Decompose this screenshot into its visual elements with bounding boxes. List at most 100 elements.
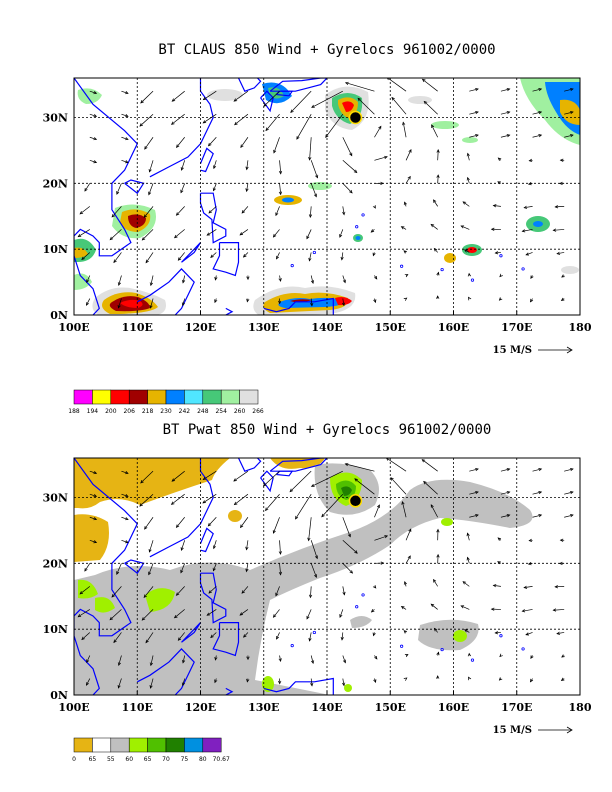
wind-arrow xyxy=(149,160,154,173)
wind-arrow xyxy=(556,632,565,634)
scale-label: 15 M/S xyxy=(493,345,532,356)
wind-arrow-head xyxy=(93,137,98,141)
wind-arrow-head xyxy=(145,259,149,264)
island xyxy=(400,264,404,268)
coastline xyxy=(212,242,240,277)
wind-arrow-head xyxy=(143,594,147,599)
wind-arrow-head xyxy=(462,201,467,205)
wind-arrow xyxy=(405,149,412,161)
wind-arrow xyxy=(139,113,154,127)
y-tick-label: 0N xyxy=(50,309,68,322)
coastline xyxy=(149,78,214,178)
wind-arrow-head xyxy=(180,569,184,574)
wind-arrow-head xyxy=(109,616,114,621)
wind-arrow xyxy=(464,249,470,253)
wind-arrow-head xyxy=(311,660,315,664)
wind-arrow-head xyxy=(272,530,276,534)
wind-arrow-head xyxy=(93,517,98,521)
wind-arrow xyxy=(342,678,345,686)
wind-arrow-head xyxy=(403,297,408,301)
wind-arrow xyxy=(241,206,249,214)
wind-arrow-head xyxy=(246,298,250,303)
colorbar-swatch xyxy=(110,389,130,405)
wind-arrow xyxy=(246,540,249,550)
wind-arrow-head xyxy=(116,191,120,195)
wind-arrow-head xyxy=(113,639,117,644)
wind-arrow-head xyxy=(391,96,395,101)
wind-arrow xyxy=(181,540,186,551)
wind-arrow-head xyxy=(340,636,344,641)
wind-arrow-head xyxy=(210,254,214,259)
colorbar-label: 248 xyxy=(197,408,209,415)
wind-arrow-head xyxy=(206,612,211,616)
wind-arrow xyxy=(78,229,90,238)
wind-arrow-head xyxy=(207,142,212,147)
colorbar-label: 55 xyxy=(107,756,115,763)
colorbar-label: 242 xyxy=(179,408,191,415)
wind-arrow-head xyxy=(214,299,218,304)
wind-arrow xyxy=(273,229,280,238)
wind-arrow-head xyxy=(233,478,237,482)
x-tick-label: 120E xyxy=(185,321,216,334)
island xyxy=(440,267,444,272)
wind-arrow-head xyxy=(433,199,437,203)
wind-arrow xyxy=(240,517,249,528)
wind-arrow-head xyxy=(289,488,294,493)
storm-center-marker xyxy=(348,110,363,125)
wind-arrow xyxy=(263,470,280,487)
wind-arrow-head xyxy=(342,211,346,216)
x-tick-label: 110E xyxy=(122,701,153,714)
wind-arrow xyxy=(208,586,217,594)
wind-arrow-head xyxy=(140,479,144,484)
wind-arrow xyxy=(241,586,249,594)
colorbar-label: 70.67 xyxy=(213,756,230,763)
wind-arrow-head xyxy=(340,256,344,261)
wind-arrow-head xyxy=(433,578,437,583)
wind-arrow xyxy=(213,540,217,549)
wind-arrow-head xyxy=(342,279,346,284)
x-tick-label: 100E xyxy=(58,701,89,714)
wind-arrow xyxy=(206,229,217,236)
wind-arrow xyxy=(553,229,565,231)
wind-arrow-head xyxy=(401,501,405,505)
wind-arrow-head xyxy=(466,176,470,181)
wind-arrow-head xyxy=(402,121,406,126)
island xyxy=(290,644,294,648)
wind-arrow xyxy=(171,470,185,482)
wind-arrow-head xyxy=(538,134,543,138)
wind-arrow-head xyxy=(475,111,479,115)
wind-arrow xyxy=(401,606,407,610)
wind-arrow-head xyxy=(561,654,565,658)
wind-arrow xyxy=(309,632,312,641)
wind-arrow-head xyxy=(86,682,90,686)
wind-arrow xyxy=(564,88,574,92)
wind-arrow xyxy=(430,224,438,230)
wind-arrow xyxy=(86,655,91,663)
wind-arrow xyxy=(121,470,129,474)
wind-arrow-head xyxy=(245,188,249,193)
wind-arrow xyxy=(469,111,479,115)
wind-arrow-head xyxy=(403,250,407,254)
wind-arrow-head xyxy=(380,181,384,186)
wind-arrow-head xyxy=(436,148,440,153)
wind-arrow xyxy=(290,90,312,113)
wind-arrow xyxy=(203,470,217,480)
coastline xyxy=(237,458,262,472)
wind-arrow xyxy=(462,201,470,207)
wind-arrow-head xyxy=(523,585,528,589)
wind-arrow xyxy=(140,470,154,484)
wind-arrow-head xyxy=(245,166,249,171)
wind-arrow-head xyxy=(233,501,238,506)
wind-arrow xyxy=(171,113,185,125)
wind-arrow xyxy=(464,629,470,633)
wind-arrow xyxy=(208,137,217,147)
island xyxy=(361,213,365,217)
wind-arrow-head xyxy=(311,104,315,108)
wind-arrow-head xyxy=(523,205,528,209)
wind-arrow xyxy=(386,458,407,472)
coastlines xyxy=(74,458,525,695)
wind-arrow xyxy=(118,655,122,666)
island xyxy=(312,250,316,255)
wind-arrow xyxy=(522,229,533,232)
wind-arrow xyxy=(202,493,217,504)
